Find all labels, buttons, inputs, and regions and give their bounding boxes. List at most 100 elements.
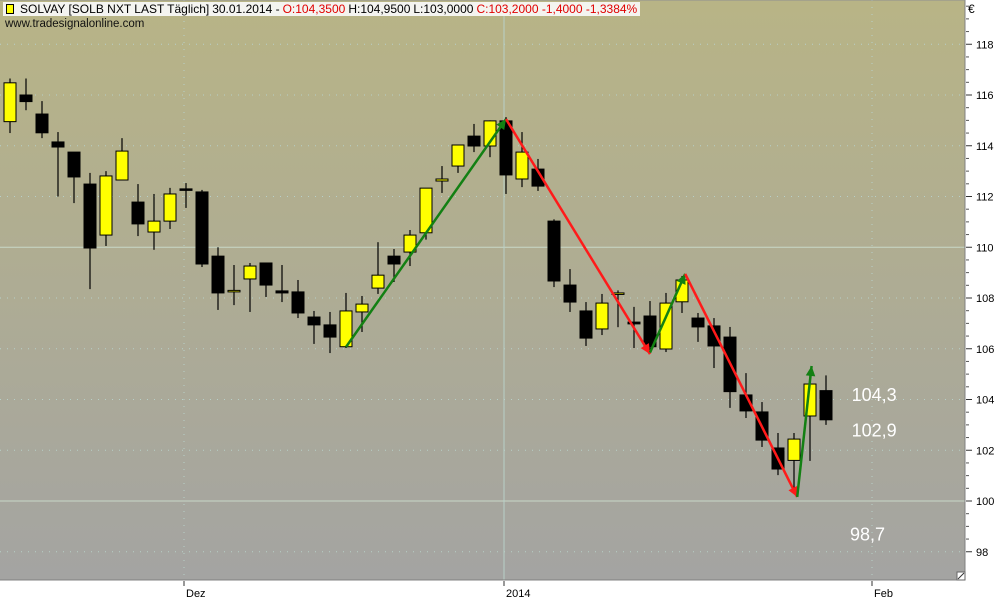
open-value: O:104,3500	[282, 2, 346, 16]
candle-body	[819, 390, 833, 421]
candle-body	[99, 175, 113, 236]
candle-body	[579, 310, 593, 339]
website-label: www.tradesignalonline.com	[5, 18, 145, 30]
candle-body	[275, 290, 289, 294]
y-tick-label: 100	[976, 496, 994, 508]
candle-body	[3, 82, 17, 123]
plot-background	[0, 0, 965, 580]
trend-arrow-up	[795, 365, 816, 498]
candle-up	[3, 78, 17, 134]
arrow-head	[788, 485, 798, 497]
candle-down	[579, 302, 593, 346]
candle-up	[163, 187, 177, 229]
candle-body	[195, 191, 209, 265]
candle-body	[563, 284, 577, 303]
candle-body	[323, 324, 337, 338]
candle-down	[547, 219, 561, 288]
candle-body	[499, 120, 513, 176]
currency-label: €	[968, 2, 975, 16]
x-tick-label: Dez	[186, 588, 206, 600]
candle-body	[707, 325, 721, 347]
candle-body	[371, 274, 385, 289]
candle-body	[35, 113, 49, 134]
candle-up	[243, 262, 257, 312]
candle-body	[19, 94, 33, 103]
candle-body	[691, 317, 705, 328]
arrow-shaft	[504, 118, 652, 355]
arrow-head	[805, 366, 816, 377]
y-tick-label: 118	[976, 39, 994, 51]
candle-body	[163, 193, 177, 222]
candle-up	[403, 229, 417, 267]
trend-arrow-down	[684, 273, 799, 498]
candle-body	[67, 151, 81, 178]
y-tick-label: 110	[976, 242, 994, 254]
candle-body	[307, 316, 321, 326]
candle-up	[435, 166, 449, 193]
candle-body	[259, 262, 273, 286]
y-tick-label: 116	[976, 90, 994, 102]
arrow-shaft	[648, 273, 687, 354]
candle-body	[291, 291, 305, 314]
x-tick-label: 2014	[506, 588, 530, 600]
candle-down	[19, 78, 33, 111]
resize-handle-icon[interactable]	[956, 571, 966, 581]
candle-body	[355, 303, 369, 313]
candle-up	[787, 432, 801, 491]
y-tick-label: 114	[976, 141, 994, 153]
y-tick-label: 102	[976, 445, 994, 457]
high-value: H:104,9500	[348, 2, 411, 16]
candle-down	[179, 183, 193, 208]
close-change-value: C:103,2000 -1,4000 -1,3384%	[476, 2, 638, 16]
candle-up	[451, 144, 465, 173]
x-tick-label: Feb	[874, 588, 893, 600]
candle-down	[467, 123, 481, 153]
candle-down	[67, 151, 81, 204]
candle-body	[387, 255, 401, 265]
chart-header: SOLVAY [SOLB NXT LAST Täglich] 30.01.201…	[3, 2, 641, 16]
candle-down	[707, 318, 721, 369]
candle-down	[643, 301, 657, 353]
candle-down	[307, 310, 321, 344]
candle-body	[227, 289, 241, 293]
trend-arrow-up	[344, 118, 508, 348]
candle-down	[563, 269, 577, 312]
candle-body	[515, 151, 529, 180]
candle-up	[515, 132, 529, 188]
candle-up	[227, 265, 241, 306]
candle-body	[51, 141, 65, 148]
quote-date: 30.01.2014 -	[212, 2, 280, 16]
candle-body	[659, 302, 673, 350]
candle-symbol-icon	[6, 4, 14, 14]
candle-down	[51, 132, 65, 197]
candle-down	[275, 265, 289, 303]
y-tick-label: 108	[976, 293, 994, 305]
candle-down	[291, 279, 305, 319]
candle-up	[115, 138, 129, 181]
candle-body	[451, 144, 465, 167]
candle-down	[323, 311, 337, 354]
candle-body	[131, 201, 145, 225]
candle-body	[83, 183, 97, 249]
candle-up	[659, 292, 673, 353]
candle-down	[211, 247, 225, 310]
trend-arrow-down	[504, 118, 652, 355]
candle-down	[83, 172, 97, 290]
price-annotation: 102,9	[852, 420, 897, 440]
instrument-title: SOLVAY [SOLB NXT LAST Täglich]	[20, 2, 210, 16]
arrow-head	[640, 343, 650, 355]
candle-body	[243, 265, 257, 280]
candle-body	[435, 178, 449, 182]
price-annotation: 104,3	[852, 385, 897, 405]
candle-down	[195, 189, 209, 268]
candle-up	[147, 193, 161, 250]
price-annotation: 98,7	[850, 525, 885, 545]
y-tick-label: 112	[976, 192, 994, 204]
candle-down	[131, 184, 145, 237]
candle-body	[211, 255, 225, 294]
candle-body	[595, 302, 609, 330]
candle-body	[179, 188, 193, 191]
candle-down	[499, 117, 513, 194]
arrow-shaft	[795, 365, 813, 498]
